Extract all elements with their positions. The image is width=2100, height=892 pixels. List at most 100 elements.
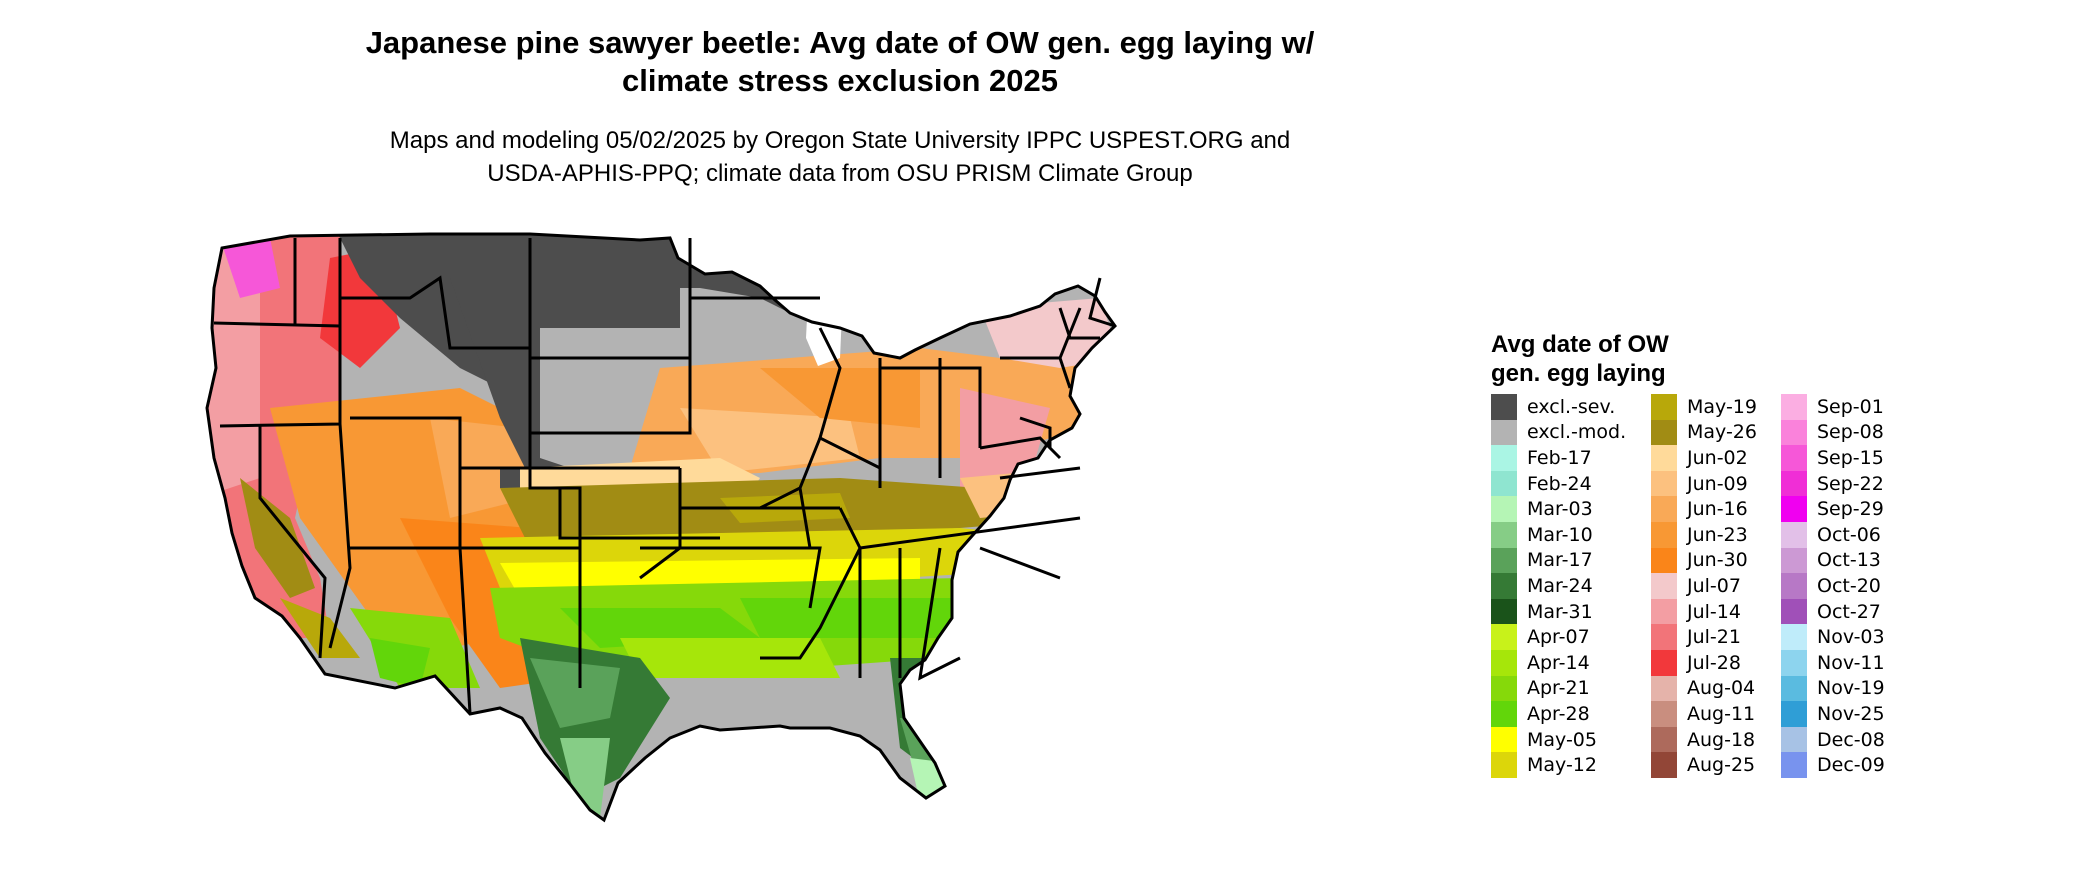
- legend-item: Nov-03: [1781, 624, 1885, 650]
- legend-item: Sep-15: [1781, 445, 1885, 471]
- legend-label: May-19: [1687, 395, 1757, 418]
- legend-item: Jun-02: [1651, 445, 1757, 471]
- legend-swatch: [1651, 624, 1677, 650]
- legend-swatch: [1651, 419, 1677, 446]
- legend-swatch: [1651, 496, 1677, 522]
- legend-item: Dec-08: [1781, 726, 1885, 753]
- climate-zones: [207, 234, 1115, 820]
- legend-swatch: [1781, 726, 1807, 753]
- legend-swatch: [1491, 726, 1517, 753]
- legend-swatch: [1491, 547, 1517, 574]
- legend-label: Mar-10: [1527, 523, 1593, 546]
- legend-item: Oct-06: [1781, 521, 1885, 548]
- legend-label: Jul-14: [1687, 600, 1741, 623]
- legend-item: Sep-01: [1781, 394, 1885, 420]
- legend-swatch: [1651, 547, 1677, 574]
- legend-swatch: [1491, 521, 1517, 548]
- legend-item: Apr-07: [1491, 624, 1626, 650]
- legend-label: Feb-24: [1527, 472, 1592, 495]
- legend-label: May-26: [1687, 421, 1757, 444]
- legend-label: Nov-11: [1817, 651, 1885, 674]
- legend-item: excl.-mod.: [1491, 419, 1627, 446]
- legend-label: Aug-18: [1687, 728, 1756, 751]
- legend-item: Aug-04: [1651, 675, 1757, 702]
- legend-label: Jun-23: [1687, 523, 1748, 546]
- legend-item: Jul-21: [1651, 624, 1757, 650]
- legend-label: Aug-11: [1687, 702, 1756, 725]
- legend-label: Oct-13: [1817, 549, 1881, 572]
- legend-item: Jun-09: [1651, 470, 1757, 497]
- legend-label: Mar-03: [1527, 498, 1593, 521]
- legend-swatch: [1491, 624, 1517, 650]
- legend-item: Sep-29: [1781, 496, 1885, 522]
- legend-item: Nov-25: [1781, 701, 1885, 727]
- legend-swatch: [1491, 752, 1517, 778]
- legend-swatch: [1651, 675, 1677, 702]
- legend-label: Jun-09: [1687, 472, 1748, 495]
- legend-swatch: [1491, 419, 1517, 446]
- legend-label: Dec-09: [1817, 754, 1885, 777]
- legend-item: Aug-18: [1651, 726, 1757, 753]
- legend-label: Jun-16: [1687, 498, 1748, 521]
- legend-item: Sep-22: [1781, 470, 1885, 497]
- legend-swatch: [1491, 649, 1517, 676]
- legend-swatch: [1781, 445, 1807, 471]
- legend-item: Nov-11: [1781, 649, 1885, 676]
- legend-item: Oct-27: [1781, 598, 1885, 625]
- legend-swatch: [1781, 752, 1807, 778]
- legend-label: Oct-27: [1817, 600, 1881, 623]
- legend-column: May-19 May-26 Jun-02 Jun-09 Jun-16 Jun-23 Jun-…: [1651, 394, 1757, 778]
- legend-item: Mar-10: [1491, 521, 1626, 548]
- legend-swatch: [1491, 496, 1517, 522]
- legend-item: Apr-21: [1491, 675, 1626, 702]
- legend-item: Aug-11: [1651, 701, 1757, 727]
- legend-item: Feb-24: [1491, 470, 1626, 497]
- legend-item: Jun-23: [1651, 521, 1757, 548]
- legend-item: Jun-30: [1651, 547, 1757, 574]
- legend-label: Aug-25: [1687, 754, 1756, 777]
- legend-label: excl.-sev.: [1527, 395, 1616, 418]
- map-subtitle-line: Maps and modeling 05/02/2025 by Oregon S…: [389, 127, 1291, 154]
- legend-label: Sep-15: [1817, 446, 1884, 469]
- legend-label: Oct-06: [1817, 523, 1881, 546]
- legend-label: Apr-14: [1527, 651, 1590, 674]
- legend-item: May-19: [1651, 394, 1757, 420]
- legend-item: Apr-14: [1491, 649, 1626, 676]
- legend-item: Mar-31: [1491, 598, 1626, 625]
- legend-swatch: [1651, 649, 1677, 676]
- legend-label: Jul-21: [1687, 626, 1741, 649]
- legend-swatch: [1491, 675, 1517, 702]
- legend-swatch: [1781, 419, 1807, 446]
- legend-swatch: [1651, 394, 1677, 420]
- legend-label: Mar-17: [1527, 549, 1593, 572]
- legend-label: Dec-08: [1817, 728, 1885, 751]
- map-subtitle-line: USDA-APHIS-PPQ; climate data from OSU PR…: [487, 160, 1193, 187]
- legend-item: Jul-14: [1651, 598, 1757, 625]
- legend-label: Nov-19: [1817, 677, 1885, 700]
- legend-swatch: [1491, 445, 1517, 471]
- legend-label: Nov-25: [1817, 702, 1885, 725]
- legend-swatch: [1781, 675, 1807, 702]
- legend-item: Feb-17: [1491, 445, 1626, 471]
- legend-swatch: [1651, 701, 1677, 727]
- legend-swatch: [1781, 521, 1807, 548]
- legend-label: excl.-mod.: [1527, 421, 1627, 444]
- legend-label: May-12: [1527, 754, 1597, 777]
- legend-swatch: [1491, 470, 1517, 497]
- legend-label: Apr-07: [1527, 626, 1590, 649]
- map-title-line: climate stress exclusion 2025: [622, 63, 1058, 98]
- legend-item: Oct-13: [1781, 547, 1885, 574]
- legend-item: Jul-07: [1651, 573, 1757, 599]
- legend-swatch: [1651, 726, 1677, 753]
- legend-label: Jun-02: [1687, 446, 1748, 469]
- legend-item: Aug-25: [1651, 752, 1757, 778]
- legend-label: Sep-08: [1817, 421, 1884, 444]
- legend-item: Mar-24: [1491, 573, 1626, 599]
- legend-label: Mar-24: [1527, 574, 1593, 597]
- legend-swatch: [1651, 470, 1677, 497]
- state-borders: [205, 232, 1117, 823]
- legend-swatch: [1651, 752, 1677, 778]
- legend-item: Sep-08: [1781, 419, 1885, 446]
- legend-label: Nov-03: [1817, 626, 1885, 649]
- legend-title-line: gen. egg laying: [1491, 360, 1666, 387]
